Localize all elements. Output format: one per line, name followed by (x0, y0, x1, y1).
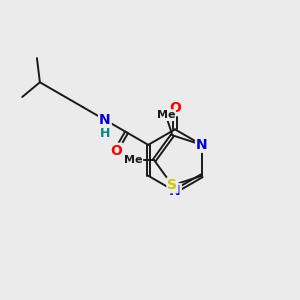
Text: N: N (169, 184, 181, 198)
Text: O: O (169, 101, 181, 115)
Text: Me: Me (157, 110, 175, 120)
Text: N: N (99, 113, 111, 127)
Text: H: H (100, 127, 110, 140)
Text: N: N (196, 138, 208, 152)
Text: Me: Me (124, 155, 142, 165)
Text: O: O (110, 144, 122, 158)
Text: S: S (167, 178, 177, 192)
